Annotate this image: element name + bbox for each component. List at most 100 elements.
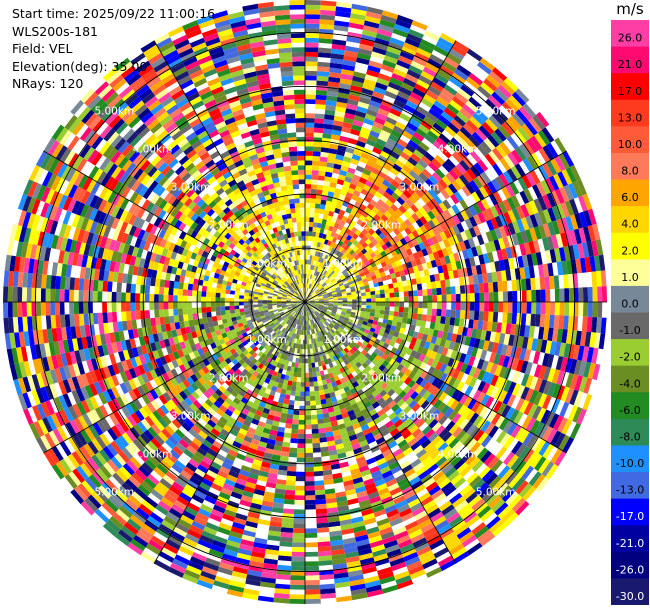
radar-gate (140, 551, 157, 564)
radar-gate (450, 350, 458, 360)
radar-gate (503, 258, 511, 271)
radar-gate (551, 205, 561, 221)
radar-gate (464, 229, 473, 240)
radar-gate (314, 485, 325, 491)
radar-gate (448, 76, 464, 89)
radar-gate (324, 239, 329, 245)
radar-gate (501, 101, 516, 116)
radar-gate (365, 288, 371, 293)
radar-gate (328, 72, 342, 79)
radar-gate (441, 302, 447, 310)
radar-gate (368, 235, 376, 242)
radar-gate (481, 435, 493, 448)
radar-gate (313, 217, 319, 223)
radar-gate (323, 294, 328, 298)
radar-gate (338, 240, 344, 247)
radar-gate (397, 344, 405, 352)
radar-gate (361, 87, 374, 96)
radar-gate (321, 253, 327, 259)
radar-gate (439, 221, 448, 232)
radar-gate (375, 175, 385, 184)
radar-gate (430, 315, 437, 323)
radar-gate (396, 216, 404, 225)
radar-gate (399, 269, 406, 277)
radar-gate (305, 155, 313, 161)
radar-gate (321, 269, 326, 275)
radar-gate (316, 283, 321, 288)
radar-gate (359, 286, 365, 291)
radar-gate (365, 180, 374, 188)
radar-gate (349, 249, 355, 256)
radar-gate (440, 147, 452, 159)
radar-gate (462, 156, 474, 169)
radar-gate (339, 315, 345, 320)
radar-gate (314, 261, 319, 267)
radar-gate (513, 411, 524, 425)
radar-gate (331, 279, 337, 284)
radar-gate (461, 407, 472, 419)
radar-gate (308, 372, 313, 378)
radar-gate (538, 441, 551, 457)
radar-gate (495, 108, 509, 122)
radar-gate (426, 237, 435, 247)
radar-gate (507, 152, 519, 166)
radar-gate (525, 215, 534, 230)
radar-gate (557, 417, 568, 433)
radar-gate (530, 436, 542, 452)
radar-gate (400, 322, 407, 329)
radar-gate (415, 258, 422, 266)
radar-gate (291, 551, 305, 557)
radar-gate (318, 165, 327, 172)
radar-gate (554, 288, 560, 302)
radar-gate (333, 163, 342, 170)
radar-gate (351, 309, 357, 313)
radar-gate (330, 321, 336, 326)
radar-gate (323, 209, 330, 216)
radar-gate (481, 371, 490, 383)
radar-gate (305, 594, 321, 600)
radar-gate (344, 285, 350, 289)
radar-gate (472, 112, 486, 126)
radar-gate (523, 188, 534, 203)
radar-gate (282, 441, 291, 448)
radar-gate (340, 323, 346, 328)
radar-gate (328, 304, 334, 307)
radar-gate (382, 332, 389, 339)
radar-gate (301, 363, 305, 369)
radar-gate (430, 336, 438, 345)
radar-gate (502, 291, 508, 302)
radar-gate (486, 219, 495, 231)
radar-gate (349, 314, 356, 318)
radar-gate (309, 297, 314, 301)
radar-gate (559, 288, 565, 302)
radar-gate (498, 333, 506, 345)
radar-gate (386, 86, 399, 96)
radar-gate (475, 329, 483, 340)
radar-gate (488, 150, 500, 164)
radar-gate (574, 213, 583, 229)
radar-gate (391, 320, 398, 327)
radar-gate (336, 263, 342, 269)
radar-gate (376, 77, 390, 87)
radar-gate (406, 207, 415, 216)
radar-gate (460, 210, 469, 221)
radar-gate (431, 226, 440, 236)
radar-gate (568, 344, 576, 359)
radar-gate (323, 295, 329, 299)
radar-gate (405, 396, 414, 406)
radar-gate (451, 440, 463, 453)
radar-gate (417, 346, 424, 354)
radar-gate (435, 233, 443, 243)
radar-gate (487, 341, 495, 353)
radar-gate (292, 419, 299, 425)
radar-gate (283, 432, 292, 439)
radar-gate (448, 377, 457, 387)
radar-gate (498, 291, 504, 302)
radar-gate (384, 328, 391, 335)
radar-gate (381, 353, 389, 361)
radar-gate (525, 374, 534, 389)
radar-gate (308, 278, 312, 284)
radar-gate (328, 186, 336, 193)
radar-gate (398, 205, 407, 214)
radar-gate (305, 424, 312, 430)
